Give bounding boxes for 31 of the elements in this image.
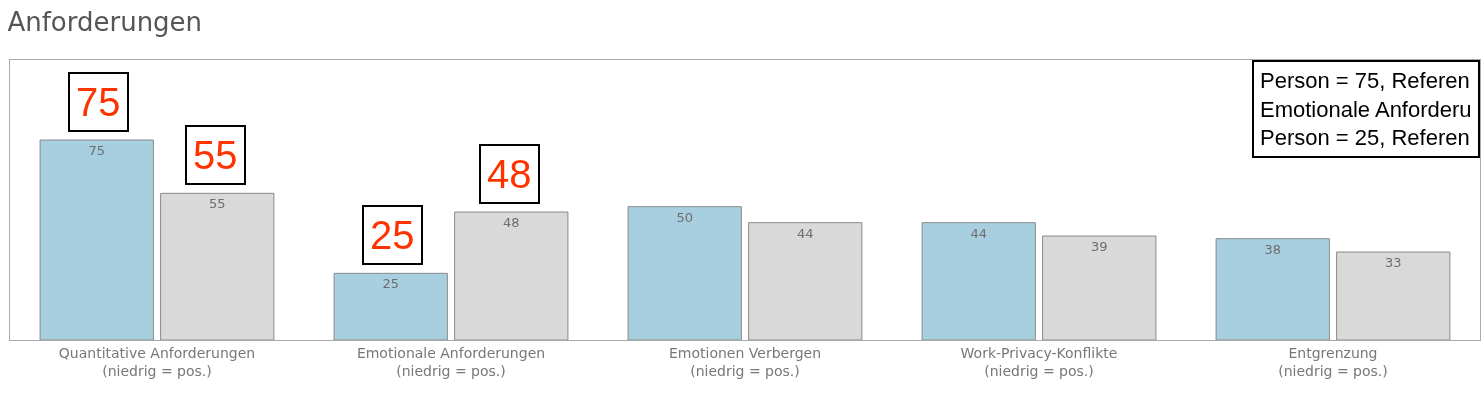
data-label: 38 — [1264, 241, 1281, 257]
chart-title: Anforderungen — [7, 6, 203, 37]
x-tick-label: Emotionen Verbergen (niedrig = pos.) — [668, 344, 822, 379]
annotation: Person = 75, Referen Emotionale Anforderu Person = 25, Referen — [1260, 68, 1472, 151]
annotation: 25 — [370, 213, 415, 257]
annotation: 48 — [487, 152, 532, 196]
annotation: 75 — [76, 80, 121, 124]
x-tick-label: Work-Privacy-Konflikte (niedrig = pos.) — [960, 344, 1118, 379]
bar — [921, 222, 1036, 340]
x-tick-label: Quantitative Anforderungen (niedrig = pos.) — [58, 344, 256, 379]
x-tick-label: Entgrenzung (niedrig = pos.) — [1278, 344, 1388, 379]
data-label: 55 — [209, 196, 226, 212]
x-tick-label: Emotionale Anforderungen (niedrig = pos.) — [356, 344, 546, 379]
data-label: 25 — [382, 276, 399, 292]
bar — [454, 211, 569, 340]
bar — [333, 272, 448, 340]
data-label: 44 — [797, 225, 814, 241]
bar — [1336, 251, 1451, 340]
data-label: 75 — [88, 143, 105, 158]
bar — [748, 222, 863, 340]
bar — [160, 192, 275, 340]
bar — [1042, 235, 1157, 340]
bar — [39, 139, 154, 340]
bar — [627, 206, 742, 340]
data-label: 33 — [1385, 255, 1402, 270]
annotation: 55 — [193, 133, 238, 177]
data-label: 48 — [503, 215, 520, 230]
data-label: 39 — [1091, 239, 1108, 254]
bar — [1215, 238, 1330, 340]
data-label: 44 — [970, 225, 987, 241]
data-label: 50 — [676, 209, 693, 225]
